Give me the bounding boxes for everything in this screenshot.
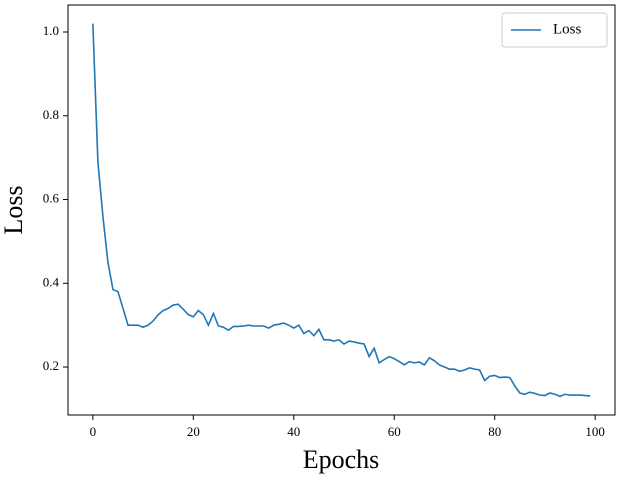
x-tick-label: 0	[90, 424, 97, 439]
x-tick-label: 20	[187, 424, 200, 439]
plot-frame	[67, 4, 616, 416]
x-tick-label: 40	[287, 424, 300, 439]
loss-line	[92, 23, 591, 398]
y-tick-label: 1.0	[43, 23, 59, 38]
legend-label: Loss	[553, 21, 582, 37]
y-tick-label: 0.4	[43, 274, 60, 289]
y-tick-label: 0.6	[43, 191, 60, 206]
legend-box	[501, 12, 608, 48]
x-axis-label: Epochs	[303, 445, 380, 474]
y-axis-label: Loss	[0, 185, 28, 234]
y-tick-label: 0.8	[43, 107, 59, 122]
x-tick-label: 80	[488, 424, 501, 439]
x-tick-label: 100	[585, 424, 605, 439]
y-tick-label: 0.2	[43, 358, 59, 373]
x-tick-label: 60	[388, 424, 401, 439]
